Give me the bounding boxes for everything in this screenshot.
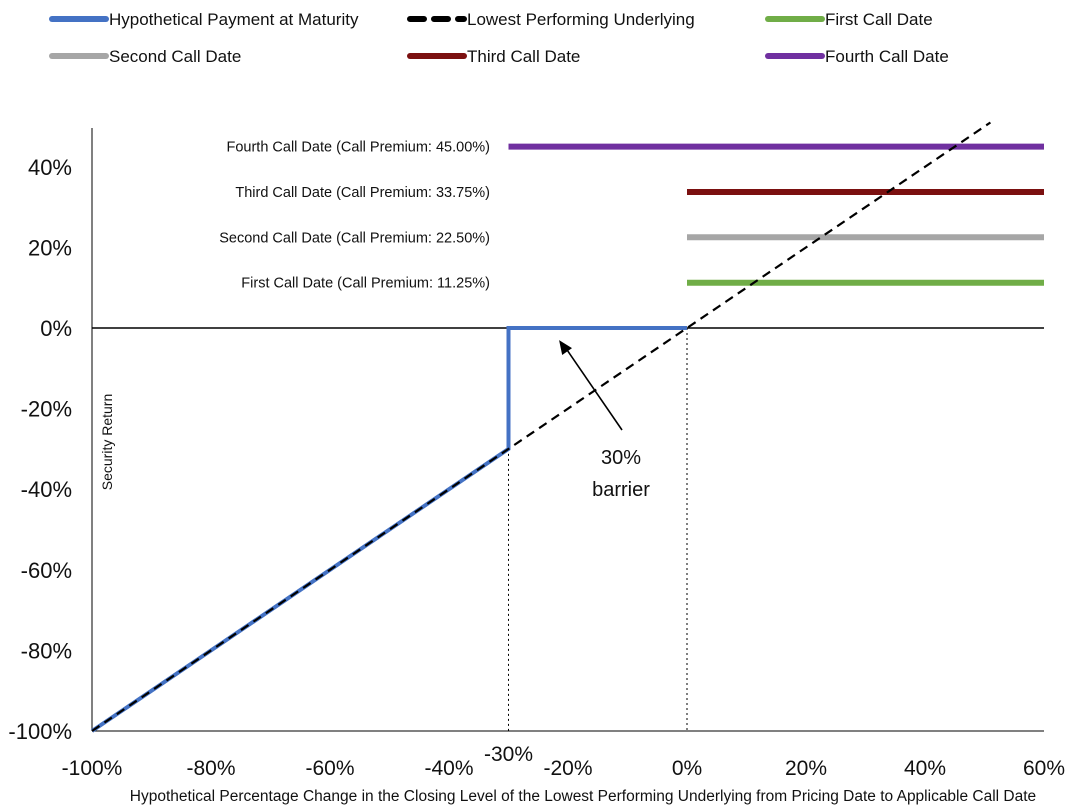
barrier-annotation-text: barrier [592,479,650,501]
x-tick-label: 60% [1023,757,1065,780]
y-axis-label: Security Return [99,394,115,490]
call-annotation-second-call-date: Second Call Date (Call Premium: 22.50%) [219,230,490,246]
call-annotation-third-call-date: Third Call Date (Call Premium: 33.75%) [235,185,490,201]
barrier-arrow-head [559,340,573,356]
x-tick-label: -20% [543,757,592,780]
legend-item-hypothetical-payment-at-maturity: Hypothetical Payment at Maturity [49,10,359,29]
x-tick-label: -40% [424,757,473,780]
series-line-hypothetical-payment-at-maturity [90,326,687,733]
legend-item-lowest-performing-underlying: Lowest Performing Underlying [407,10,695,29]
legend-item-third-call-date: Third Call Date [407,47,580,66]
legend-label-third-call-date: Third Call Date [467,47,580,66]
series-line-lowest-performing-underlying [91,121,992,732]
y-tick-label: -40% [21,477,72,502]
series-layer [90,121,1044,733]
legend-label-hypothetical-payment-at-maturity: Hypothetical Payment at Maturity [109,10,359,29]
legend-label-lowest-performing-underlying: Lowest Performing Underlying [467,10,695,29]
y-tick-label: 0% [40,316,72,341]
x-tick-label: -100% [62,757,123,780]
x-tick-label: 0% [672,757,702,780]
legend-item-fourth-call-date: Fourth Call Date [765,47,949,66]
legend-item-second-call-date: Second Call Date [49,47,241,66]
axes [91,128,1044,732]
barrier-arrow-line [564,346,623,431]
y-tick-label: -80% [21,638,72,663]
y-tick-label: -20% [21,397,72,422]
x-tick-label: -30% [484,743,533,766]
legend-label-second-call-date: Second Call Date [109,47,241,66]
legend-label-first-call-date: First Call Date [825,10,933,29]
x-axis-label: Hypothetical Percentage Change in the Cl… [130,788,1036,805]
legend-item-first-call-date: First Call Date [765,10,933,29]
x-tick-label: 40% [904,757,946,780]
call-annotation-first-call-date: First Call Date (Call Premium: 11.25%) [241,276,490,292]
y-tick-label: 40% [28,155,72,180]
annotations: Fourth Call Date (Call Premium: 45.00%) T… [219,140,650,501]
y-tick-label: -60% [21,558,72,583]
y-tick-label: -100% [8,719,72,744]
legend: Hypothetical Payment at Maturity Lowest P… [49,10,949,66]
x-tick-label: 20% [785,757,827,780]
call-annotation-fourth-call-date: Fourth Call Date (Call Premium: 45.00%) [226,140,490,156]
x-tick-label: -60% [305,757,354,780]
barrier-annotation-text: 30% [601,447,641,469]
reference-lines [508,328,688,731]
y-tick-label: 20% [28,235,72,260]
ticks: 40% 20% 0% -20% -40% -60% -80% -100% -100% -80% -6… [8,155,1065,805]
legend-label-fourth-call-date: Fourth Call Date [825,47,949,66]
x-tick-label: -80% [186,757,235,780]
